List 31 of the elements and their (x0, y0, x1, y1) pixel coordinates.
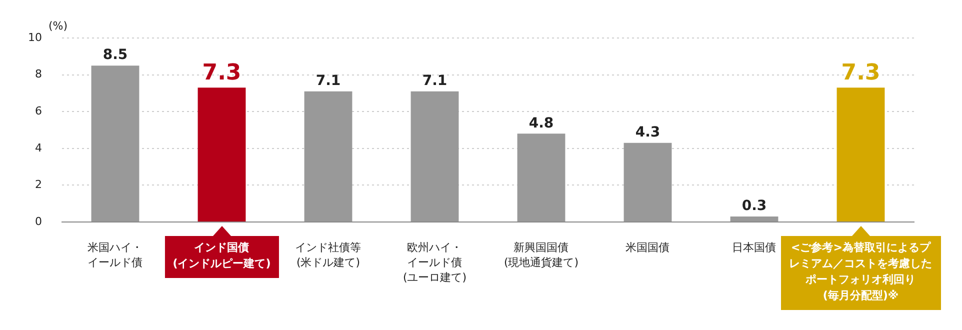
y-tick-label: 6 (34, 104, 42, 118)
x-tick-label: 日本国債 (732, 240, 776, 255)
bar (410, 91, 459, 222)
y-tick-label: 4 (34, 141, 42, 154)
x-tick-label: 欧州ハイ・イールド債(ユーロ建て) (402, 240, 467, 285)
bar (91, 66, 140, 222)
bar (198, 88, 246, 222)
bar (730, 216, 778, 222)
y-axis-title: (%) (48, 19, 68, 32)
data-label: 4.3 (635, 124, 660, 141)
x-tick-label: インド国債(インドルピー建て) (172, 240, 271, 272)
data-label: 0.3 (742, 198, 767, 214)
data-label: 7.3 (841, 60, 880, 86)
data-label: 8.5 (102, 47, 128, 64)
y-tick-label: 8 (34, 68, 42, 81)
data-label: 4.8 (528, 115, 554, 132)
bar (304, 91, 352, 222)
data-label: 7.3 (202, 60, 242, 86)
x-tick-label: 新興国国債(現地通貨建て) (504, 240, 579, 270)
x-tick-label: 米国ハイ・イールド債 (88, 240, 143, 270)
bar (836, 88, 885, 222)
y-tick-label: 10 (28, 30, 42, 44)
data-label: 7.1 (316, 73, 341, 89)
y-tick-label: 0 (34, 214, 42, 228)
x-tick-label: インド社債等(米ドル建て) (295, 240, 362, 270)
x-tick-label: <ご参考>為替取引によるプレミアム／コストを考慮したポートフォリオ利回り(毎月分配型)※ (788, 240, 933, 304)
data-label: 7.1 (422, 73, 448, 89)
x-tick-label: 米国国債 (626, 240, 670, 255)
bar (624, 142, 672, 222)
bar (517, 134, 566, 222)
y-tick-label: 2 (34, 178, 42, 192)
